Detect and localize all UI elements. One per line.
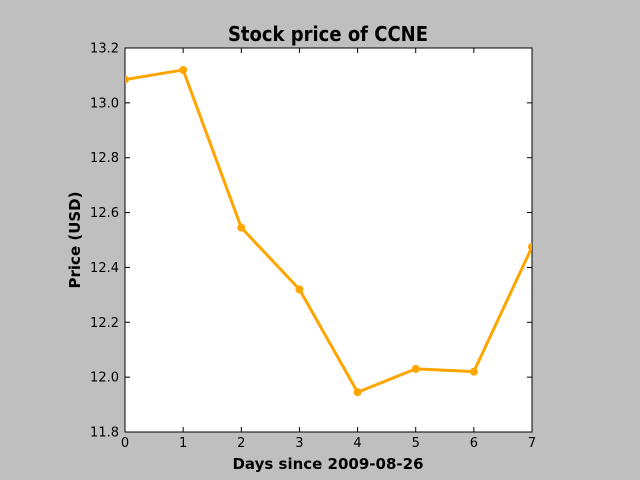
plot-area — [124, 47, 533, 433]
series-layer — [125, 65, 532, 397]
x-axis-label: Days since 2009-08-26 — [232, 455, 423, 473]
series-line — [125, 68, 532, 394]
y-tick-label: 12.2 — [90, 316, 119, 331]
y-tick-label: 11.8 — [90, 426, 119, 441]
x-tick-label: 4 — [353, 436, 361, 451]
data-point — [179, 65, 188, 74]
x-tick-label: 3 — [295, 436, 303, 451]
x-tick-label: 2 — [237, 436, 245, 451]
x-tick-label: 6 — [470, 436, 478, 451]
data-point — [295, 285, 304, 294]
x-tick-label: 0 — [121, 436, 129, 451]
data-point — [125, 75, 129, 84]
data-point — [469, 367, 478, 376]
x-tick-label: 1 — [179, 436, 187, 451]
y-axis-label: Price (USD) — [66, 192, 84, 289]
y-tick-label: 12.0 — [90, 371, 119, 386]
y-tick-label: 12.8 — [90, 151, 119, 166]
chart-title: Stock price of CCNE — [228, 22, 428, 46]
data-point — [528, 242, 532, 251]
y-tick-label: 12.6 — [90, 206, 119, 221]
y-tick-label: 12.4 — [90, 261, 119, 276]
ticks-layer: 0 1 2 3 4 5 6 7 11.8 12.0 12.2 12.4 12.6 12.8 13.0 13.2 — [90, 42, 536, 452]
y-tick-label: 13.2 — [90, 42, 119, 57]
data-point — [353, 388, 362, 397]
data-point — [237, 223, 246, 232]
x-tick-label: 5 — [412, 436, 420, 451]
data-point — [411, 364, 420, 373]
x-tick-label: 7 — [528, 436, 536, 451]
y-tick-label: 13.0 — [90, 96, 119, 111]
